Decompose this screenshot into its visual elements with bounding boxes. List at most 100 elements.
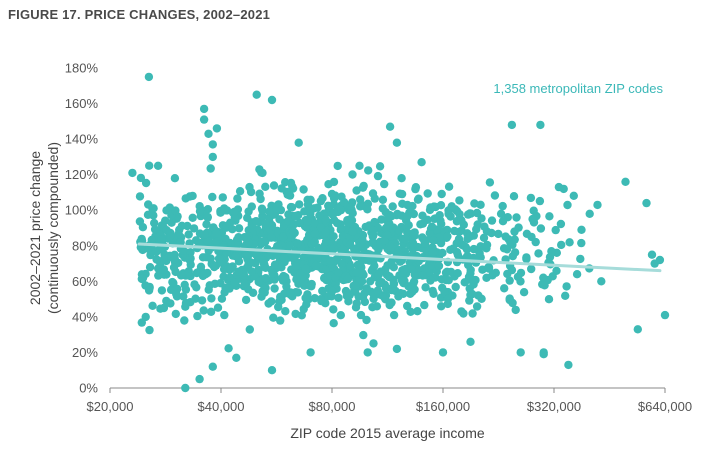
data-point <box>209 261 218 270</box>
data-point <box>370 217 379 227</box>
data-point <box>177 221 187 230</box>
data-point <box>420 300 429 310</box>
data-point <box>138 223 148 232</box>
data-point <box>176 238 185 247</box>
data-point <box>205 281 214 290</box>
data-point <box>564 360 573 370</box>
data-point <box>375 162 385 171</box>
data-point <box>660 310 670 320</box>
data-point <box>621 177 630 186</box>
data-point <box>426 203 435 212</box>
data-point <box>576 254 585 264</box>
data-point <box>181 194 190 203</box>
data-point <box>472 208 482 218</box>
data-point <box>135 192 145 201</box>
data-point <box>199 104 209 114</box>
data-point <box>150 225 160 234</box>
data-point <box>166 232 175 241</box>
data-point <box>444 276 453 285</box>
data-point <box>225 284 234 293</box>
data-point <box>462 245 472 254</box>
data-point <box>512 213 521 222</box>
trend-line <box>137 242 662 273</box>
data-point <box>279 253 289 263</box>
data-point <box>186 260 195 269</box>
data-point <box>272 226 282 235</box>
y-tick-label: 60% <box>72 274 98 289</box>
data-point <box>195 207 205 216</box>
y-tick-label: 180% <box>65 61 99 76</box>
data-point <box>404 221 413 230</box>
data-point <box>301 293 310 303</box>
data-point <box>269 313 278 322</box>
data-point <box>310 219 319 228</box>
data-point <box>514 223 523 232</box>
data-point <box>293 239 302 248</box>
data-point <box>397 276 407 285</box>
data-point <box>189 224 199 233</box>
y-tick-label: 20% <box>72 345 98 360</box>
data-point <box>155 245 164 254</box>
data-point <box>289 253 298 262</box>
data-point <box>397 174 406 183</box>
data-point <box>169 263 179 272</box>
data-point <box>256 194 265 204</box>
data-point <box>259 256 268 265</box>
data-point <box>343 274 353 284</box>
data-point <box>282 282 291 291</box>
data-point <box>352 268 361 277</box>
data-point <box>137 234 146 244</box>
data-point <box>395 226 404 235</box>
data-point <box>563 200 572 210</box>
data-point <box>597 277 606 286</box>
data-point <box>240 279 249 288</box>
data-point <box>333 161 342 171</box>
data-point <box>498 217 508 226</box>
data-point <box>429 236 438 245</box>
data-point <box>310 237 319 247</box>
data-point <box>241 295 251 305</box>
data-point <box>186 248 195 257</box>
data-point <box>377 215 386 224</box>
data-point <box>201 253 211 262</box>
x-tick-label: $320,000 <box>527 399 581 414</box>
data-point <box>428 286 437 296</box>
data-point <box>457 307 466 316</box>
data-point <box>468 309 477 318</box>
data-point <box>267 366 277 375</box>
data-point <box>356 310 366 320</box>
data-point <box>357 277 367 286</box>
data-point <box>375 279 384 288</box>
data-point <box>203 212 212 222</box>
data-point <box>410 231 419 240</box>
data-point <box>310 230 319 239</box>
data-point <box>300 281 309 290</box>
data-point <box>494 229 503 239</box>
data-point <box>397 189 407 199</box>
data-point <box>224 344 233 353</box>
data-point <box>260 237 270 247</box>
data-point <box>286 178 296 188</box>
y-tick-label: 160% <box>65 96 99 111</box>
data-point <box>366 277 375 286</box>
data-point <box>258 206 267 215</box>
data-point <box>159 303 169 313</box>
data-point <box>409 277 419 286</box>
data-point <box>388 202 397 211</box>
data-point <box>199 306 208 315</box>
data-point <box>531 237 540 247</box>
data-point <box>487 216 497 225</box>
data-point <box>148 204 157 213</box>
data-point <box>145 263 155 272</box>
data-point <box>535 196 545 206</box>
data-point <box>394 292 403 301</box>
data-point <box>251 217 261 226</box>
data-point <box>472 302 482 311</box>
data-point <box>453 216 462 225</box>
data-point <box>233 194 242 203</box>
data-point <box>548 272 557 281</box>
x-tick-label: $40,000 <box>198 399 245 414</box>
data-point <box>334 293 343 302</box>
data-point <box>321 237 331 246</box>
